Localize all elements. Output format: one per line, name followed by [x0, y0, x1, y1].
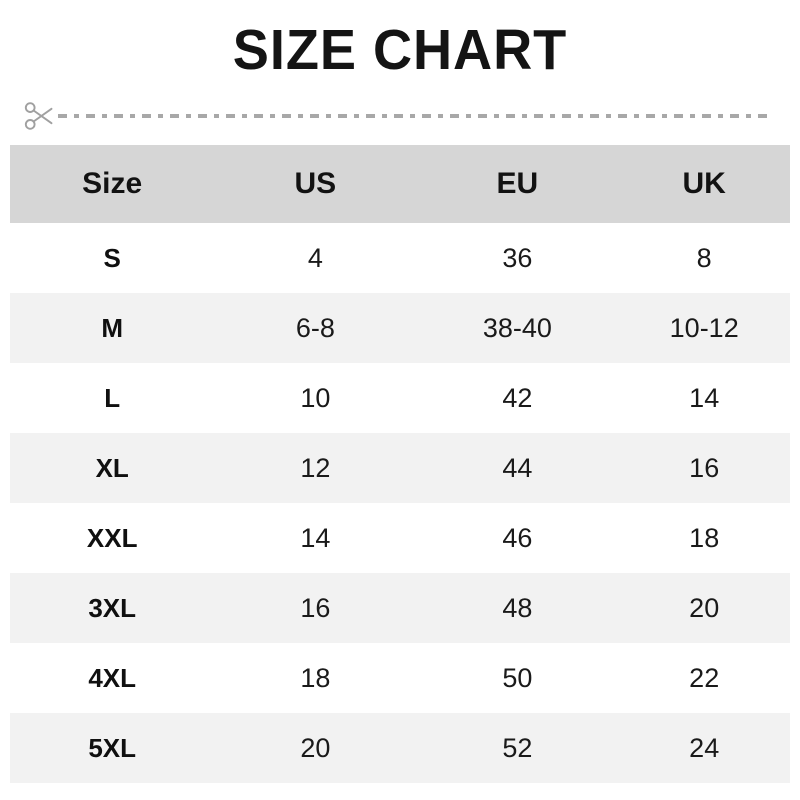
cell-us: 12: [214, 433, 417, 503]
scissors-icon: [22, 99, 56, 133]
cell-us: 20: [214, 713, 417, 783]
title-container: SIZE CHART: [0, 0, 800, 79]
table-row: S 4 36 8: [10, 223, 790, 293]
cell-us: 6-8: [214, 293, 417, 363]
cell-eu: 42: [416, 363, 619, 433]
cell-eu: 50: [416, 643, 619, 713]
cell-uk: 16: [618, 433, 790, 503]
cell-eu: 44: [416, 433, 619, 503]
table-row: XXL 14 46 18: [10, 503, 790, 573]
cell-eu: 46: [416, 503, 619, 573]
table-row: 5XL 20 52 24: [10, 713, 790, 783]
cell-size: S: [10, 223, 215, 293]
table-body: S 4 36 8 M 6-8 38-40 10-12 L 10 42 14: [10, 223, 790, 783]
table-row: M 6-8 38-40 10-12: [10, 293, 790, 363]
cell-uk: 14: [618, 363, 790, 433]
cell-eu: 38-40: [416, 293, 619, 363]
cell-uk: 24: [618, 713, 790, 783]
cell-uk: 22: [618, 643, 790, 713]
cell-size: XXL: [10, 503, 215, 573]
cell-size: 3XL: [10, 573, 215, 643]
column-header-us: US: [214, 145, 417, 223]
cell-size: L: [10, 363, 215, 433]
cell-eu: 52: [416, 713, 619, 783]
cell-us: 18: [214, 643, 417, 713]
table-row: XL 12 44 16: [10, 433, 790, 503]
cell-uk: 10-12: [618, 293, 790, 363]
cell-uk: 8: [618, 223, 790, 293]
cell-size: XL: [10, 433, 215, 503]
cell-us: 10: [214, 363, 417, 433]
cell-us: 4: [214, 223, 417, 293]
cell-us: 14: [214, 503, 417, 573]
cell-uk: 18: [618, 503, 790, 573]
table-row: 3XL 16 48 20: [10, 573, 790, 643]
size-table: Size US EU UK S 4 36 8 M 6-8 38-40 10-12: [10, 145, 790, 783]
cell-size: 5XL: [10, 713, 215, 783]
cell-us: 16: [214, 573, 417, 643]
cell-uk: 20: [618, 573, 790, 643]
cell-eu: 36: [416, 223, 619, 293]
table-row: L 10 42 14: [10, 363, 790, 433]
column-header-size: Size: [10, 145, 215, 223]
cell-size: M: [10, 293, 215, 363]
cut-line: [0, 95, 800, 137]
table-row: 4XL 18 50 22: [10, 643, 790, 713]
cell-size: 4XL: [10, 643, 215, 713]
table-header-row: Size US EU UK: [10, 145, 790, 223]
size-table-container: Size US EU UK S 4 36 8 M 6-8 38-40 10-12: [10, 145, 790, 783]
dashed-cut-line: [58, 114, 772, 118]
cell-eu: 48: [416, 573, 619, 643]
column-header-uk: UK: [618, 145, 790, 223]
page-title: SIZE CHART: [232, 18, 568, 82]
column-header-eu: EU: [416, 145, 619, 223]
table-header: Size US EU UK: [10, 145, 790, 223]
